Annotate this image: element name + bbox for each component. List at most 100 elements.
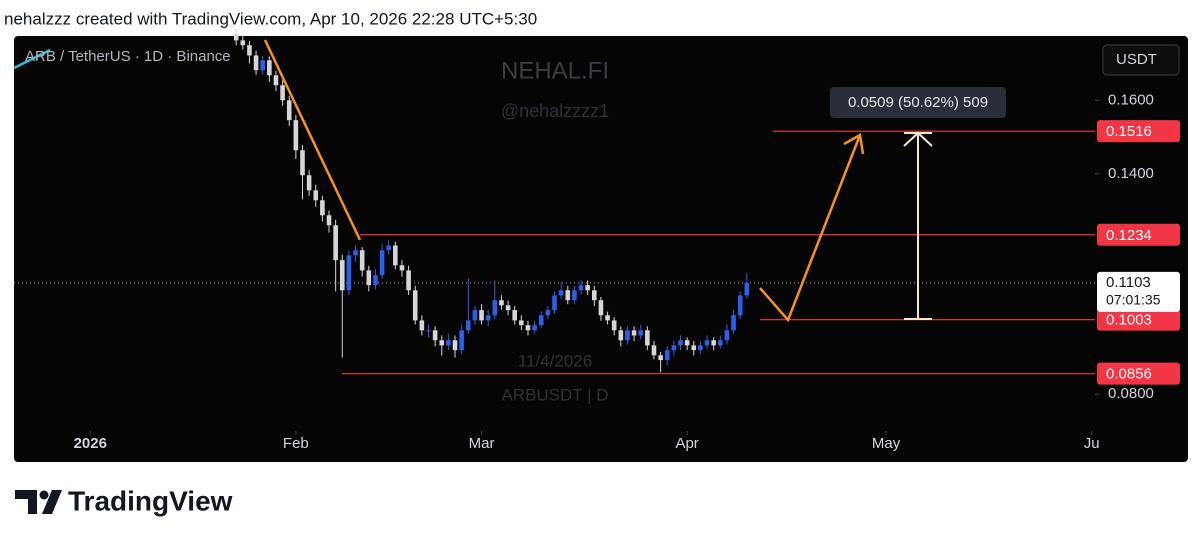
y-tick-label: 0.1600 — [1108, 91, 1154, 108]
candle-body — [605, 315, 610, 321]
candle-body — [240, 40, 246, 46]
candle-body — [306, 175, 312, 191]
candle-body — [585, 285, 590, 291]
candle-body — [419, 320, 425, 331]
drawings: 0.0509 (50.62%) 509 — [263, 39, 1006, 323]
candle-body — [339, 260, 345, 291]
candle-body — [671, 345, 677, 351]
candle-body — [465, 320, 471, 331]
candle-body — [519, 320, 524, 326]
candle-body — [412, 290, 418, 321]
candle-body — [346, 255, 352, 291]
candle-body — [532, 325, 537, 331]
x-tick-label: May — [872, 435, 901, 452]
candle-body — [664, 350, 670, 361]
candle-body — [280, 85, 285, 101]
x-tick-label: Apr — [675, 435, 698, 452]
candle-body — [286, 100, 292, 121]
candle-body — [260, 60, 265, 71]
current-price-tag — [1097, 271, 1180, 312]
chart-panel — [14, 36, 1188, 462]
candle-body — [300, 150, 305, 176]
candle-body — [684, 340, 690, 346]
candle-body — [366, 270, 372, 286]
candle-body — [645, 330, 650, 346]
measure-tooltip — [830, 87, 1006, 118]
indicator-line — [13, 48, 51, 70]
price-line-label: 0.0856 — [1106, 366, 1152, 383]
candle-body — [598, 300, 604, 316]
candle-body — [479, 310, 484, 321]
candle-body — [393, 245, 398, 266]
y-tick-label: 0.1400 — [1108, 165, 1154, 182]
candle-body — [724, 330, 730, 341]
candle-body — [432, 330, 438, 341]
candle-body — [591, 290, 597, 301]
candle-body — [326, 215, 332, 226]
candle-body — [691, 345, 697, 351]
logo-mark — [39, 490, 49, 500]
candle-body — [399, 265, 405, 271]
countdown-label: 07:01:35 — [1106, 292, 1161, 308]
candle-body — [439, 340, 445, 346]
candle-body — [618, 330, 624, 341]
candle-body — [452, 340, 458, 351]
candle-body — [552, 295, 557, 311]
candle-body — [525, 325, 531, 331]
candle-body — [386, 245, 392, 251]
tradingview-logo — [15, 490, 62, 514]
price-line-tag — [1097, 308, 1180, 331]
logo-mark — [15, 490, 37, 514]
candle-body — [658, 355, 663, 361]
candle-body — [499, 300, 504, 306]
currency-button[interactable] — [1102, 44, 1180, 76]
price-line-tag — [1097, 223, 1180, 246]
y-tick-label: 0.0800 — [1108, 385, 1154, 402]
price-line-label: 0.1003 — [1106, 312, 1152, 329]
candle-body — [253, 55, 259, 71]
price-line-tag — [1097, 120, 1180, 143]
candle-body — [505, 305, 511, 311]
candle-body — [485, 315, 491, 321]
currency-label: USDT — [1116, 51, 1157, 68]
projection-arrow — [759, 134, 862, 323]
symbol-label: ARB / TetherUS · 1D · Binance — [25, 48, 231, 65]
price-line-tag — [1097, 362, 1180, 385]
watermark: 11/4/2026 — [518, 351, 592, 370]
x-tick-label: 2026 — [74, 435, 107, 452]
candle-body — [313, 190, 319, 201]
watermark: NEHAL.FI — [501, 57, 609, 84]
watermark: ARBUSDT | D — [501, 385, 608, 404]
candle-body — [293, 120, 299, 151]
candle-body — [545, 310, 551, 316]
candle-body — [731, 315, 736, 331]
candle-body — [446, 340, 451, 346]
candle-body — [572, 290, 577, 301]
candle-body — [333, 225, 338, 261]
candle-body — [273, 75, 279, 86]
x-tick-label: Mar — [469, 435, 495, 452]
candle-body — [558, 290, 564, 296]
candle-body — [711, 340, 716, 346]
candle-body — [492, 300, 498, 316]
candle-body — [744, 282, 750, 296]
candle-body — [651, 345, 657, 356]
watermark: @nehalzzzz1 — [501, 101, 609, 121]
candle-body — [737, 295, 743, 316]
candle-body — [578, 285, 584, 291]
candle-body — [267, 60, 272, 76]
candle-body — [631, 330, 637, 336]
candle-body — [704, 340, 710, 346]
candle-body — [359, 250, 365, 271]
candle-body — [406, 270, 411, 291]
candle-body — [379, 250, 385, 276]
trend-line — [263, 39, 362, 241]
header-text: nehalzzz created with TradingView.com, A… — [4, 9, 537, 28]
footer-brand: TradingView — [68, 485, 233, 516]
candle-body — [472, 310, 478, 321]
candle-body — [247, 45, 252, 56]
candle-body — [565, 290, 571, 301]
candle-body — [638, 330, 644, 336]
